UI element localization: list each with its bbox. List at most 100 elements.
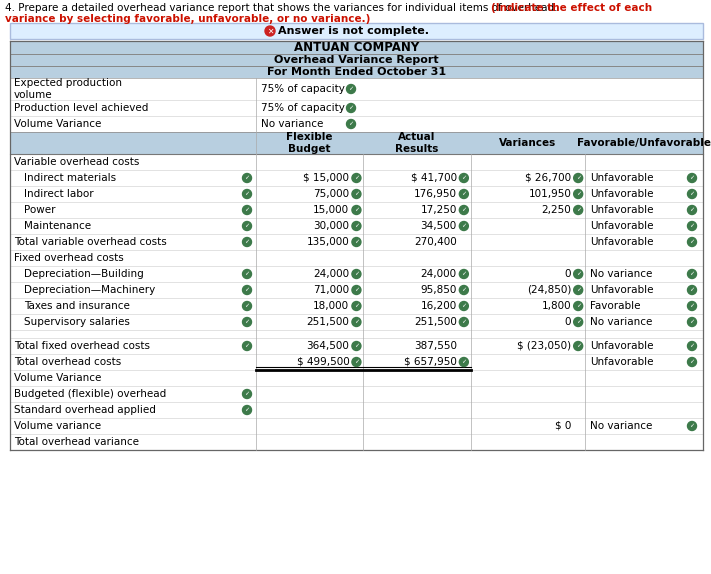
Bar [10,66,703,78]
Text: For Month Ended October 31: For Month Ended October 31 [267,67,446,77]
Text: Unfavorable: Unfavorable [590,221,653,231]
Text: 24,000: 24,000 [314,269,349,279]
Bar [10,23,703,39]
Bar [10,154,703,170]
Text: Production level achieved: Production level achieved [14,103,149,113]
Text: Unfavorable: Unfavorable [590,341,653,351]
Text: Depreciation—Machinery: Depreciation—Machinery [24,285,155,295]
Bar [10,298,703,314]
Text: ✓: ✓ [690,223,695,228]
Text: ✓: ✓ [348,121,353,126]
Text: Favorable/Unfavorable: Favorable/Unfavorable [577,138,711,148]
Circle shape [242,317,252,327]
Text: ✓: ✓ [245,319,250,324]
Text: ✓: ✓ [354,207,359,212]
Text: Unfavorable: Unfavorable [590,237,653,247]
Text: 24,000: 24,000 [421,269,457,279]
Text: No variance: No variance [261,119,324,129]
Text: Flexible
Budget: Flexible Budget [287,132,333,154]
Circle shape [265,26,275,36]
Text: ✓: ✓ [245,303,250,308]
Circle shape [688,222,697,231]
Text: ✓: ✓ [461,272,466,276]
Bar [10,170,703,186]
Circle shape [242,285,252,294]
Text: ✓: ✓ [461,175,466,180]
Text: No variance: No variance [590,317,653,327]
Text: Total overhead variance: Total overhead variance [14,437,139,447]
Bar [10,354,703,370]
Bar [10,418,703,434]
Text: Fixed overhead costs: Fixed overhead costs [14,253,124,263]
Circle shape [688,317,697,327]
Text: ✓: ✓ [576,207,581,212]
Bar [10,338,703,354]
Bar [10,250,703,266]
Text: ✓: ✓ [576,288,581,292]
Text: 251,500: 251,500 [306,317,349,327]
Bar [10,41,703,54]
Bar [10,218,703,234]
Text: Volume Variance: Volume Variance [14,373,102,383]
Bar [10,266,703,282]
Text: 101,950: 101,950 [528,189,571,199]
Circle shape [242,270,252,278]
Circle shape [352,358,361,367]
Text: ✓: ✓ [245,175,250,180]
Text: ✓: ✓ [690,207,695,212]
Text: ✓: ✓ [690,423,695,428]
Text: ✓: ✓ [354,359,359,364]
Text: Indirect materials: Indirect materials [24,173,116,183]
Text: Indirect labor: Indirect labor [24,189,94,199]
Text: ✓: ✓ [245,343,250,348]
Circle shape [242,405,252,414]
Text: Unfavorable: Unfavorable [590,189,653,199]
Text: ✓: ✓ [354,272,359,276]
Text: Unfavorable: Unfavorable [590,357,653,367]
Text: $ 41,700: $ 41,700 [411,173,457,183]
Bar [10,54,703,66]
Text: Taxes and insurance: Taxes and insurance [24,301,130,311]
Circle shape [352,173,361,183]
Circle shape [352,285,361,294]
Bar [10,282,703,298]
Text: ✓: ✓ [690,191,695,196]
Text: ✓: ✓ [461,319,466,324]
Text: $ 0: $ 0 [555,421,571,431]
Text: 0: 0 [565,269,571,279]
Text: No variance: No variance [590,421,653,431]
Text: 387,550: 387,550 [414,341,457,351]
Circle shape [459,285,469,294]
Text: Budgeted (flexible) overhead: Budgeted (flexible) overhead [14,389,166,399]
Text: ANTUAN COMPANY: ANTUAN COMPANY [294,41,419,54]
Text: variance by selecting favorable, unfavorable, or no variance.): variance by selecting favorable, unfavor… [5,14,370,24]
Circle shape [688,301,697,311]
Text: ✓: ✓ [354,191,359,196]
Text: ✓: ✓ [245,239,250,245]
Text: 4. Prepare a detailed overhead variance report that shows the variances for indi: 4. Prepare a detailed overhead variance … [5,3,561,13]
Text: ✓: ✓ [354,239,359,245]
Circle shape [352,205,361,215]
Bar [10,314,703,330]
Text: ✓: ✓ [354,175,359,180]
Circle shape [459,270,469,278]
Text: ✓: ✓ [461,303,466,308]
Text: Standard overhead applied: Standard overhead applied [14,405,156,415]
Bar [10,100,703,116]
Circle shape [352,222,361,231]
Text: 364,500: 364,500 [306,341,349,351]
Circle shape [688,421,697,430]
Text: ✓: ✓ [348,86,353,91]
Text: ✓: ✓ [354,223,359,228]
Circle shape [459,317,469,327]
Text: Maintenance: Maintenance [24,221,91,231]
Circle shape [688,205,697,215]
Text: ✓: ✓ [690,288,695,292]
Text: Unfavorable: Unfavorable [590,285,653,295]
Text: Volume Variance: Volume Variance [14,119,102,129]
Text: Variable overhead costs: Variable overhead costs [14,157,139,167]
Circle shape [242,222,252,231]
Text: Supervisory salaries: Supervisory salaries [24,317,130,327]
Circle shape [688,238,697,246]
Circle shape [459,358,469,367]
